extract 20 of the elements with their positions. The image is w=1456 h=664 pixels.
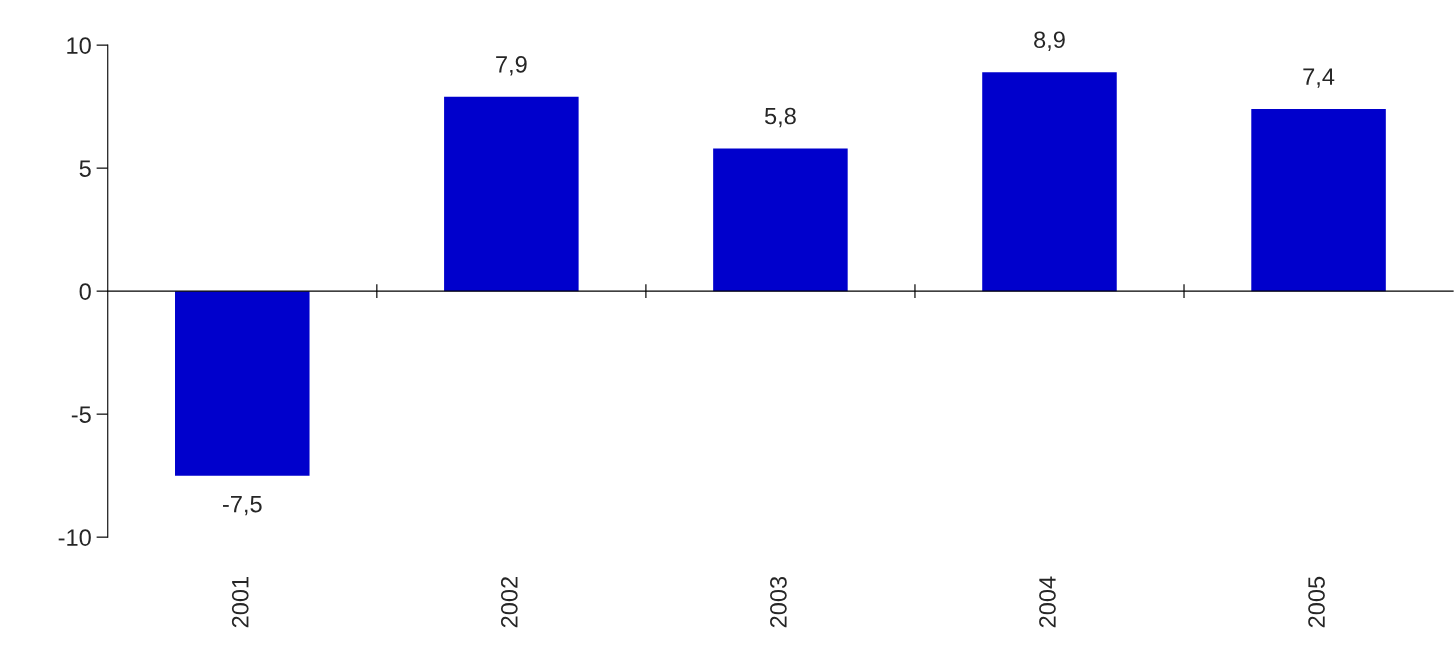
x-tick-label: 2002 (500, 577, 518, 628)
x-tick-label: 2003 (770, 576, 787, 628)
data-label: 5,8 (764, 107, 796, 128)
bar (1251, 109, 1386, 292)
bar (175, 291, 310, 476)
data-label: 7,9 (496, 55, 527, 76)
data-label: 7,4 (1303, 68, 1335, 88)
bar (713, 148, 848, 292)
bar (982, 72, 1117, 292)
bar (444, 96, 579, 292)
y-tick-label: 10 (67, 37, 91, 54)
y-tick-label: -5 (71, 406, 91, 423)
data-label: -7,5 (222, 495, 262, 516)
data-label: 8,9 (1034, 31, 1065, 51)
x-tick-label: 2005 (1308, 576, 1325, 628)
y-tick-label: 5 (79, 160, 91, 177)
y-tick-label: -10 (58, 529, 91, 546)
x-tick-label: 2001 (231, 577, 249, 628)
x-tick-label: 2004 (1039, 576, 1056, 628)
y-tick-label: 0 (79, 283, 91, 300)
